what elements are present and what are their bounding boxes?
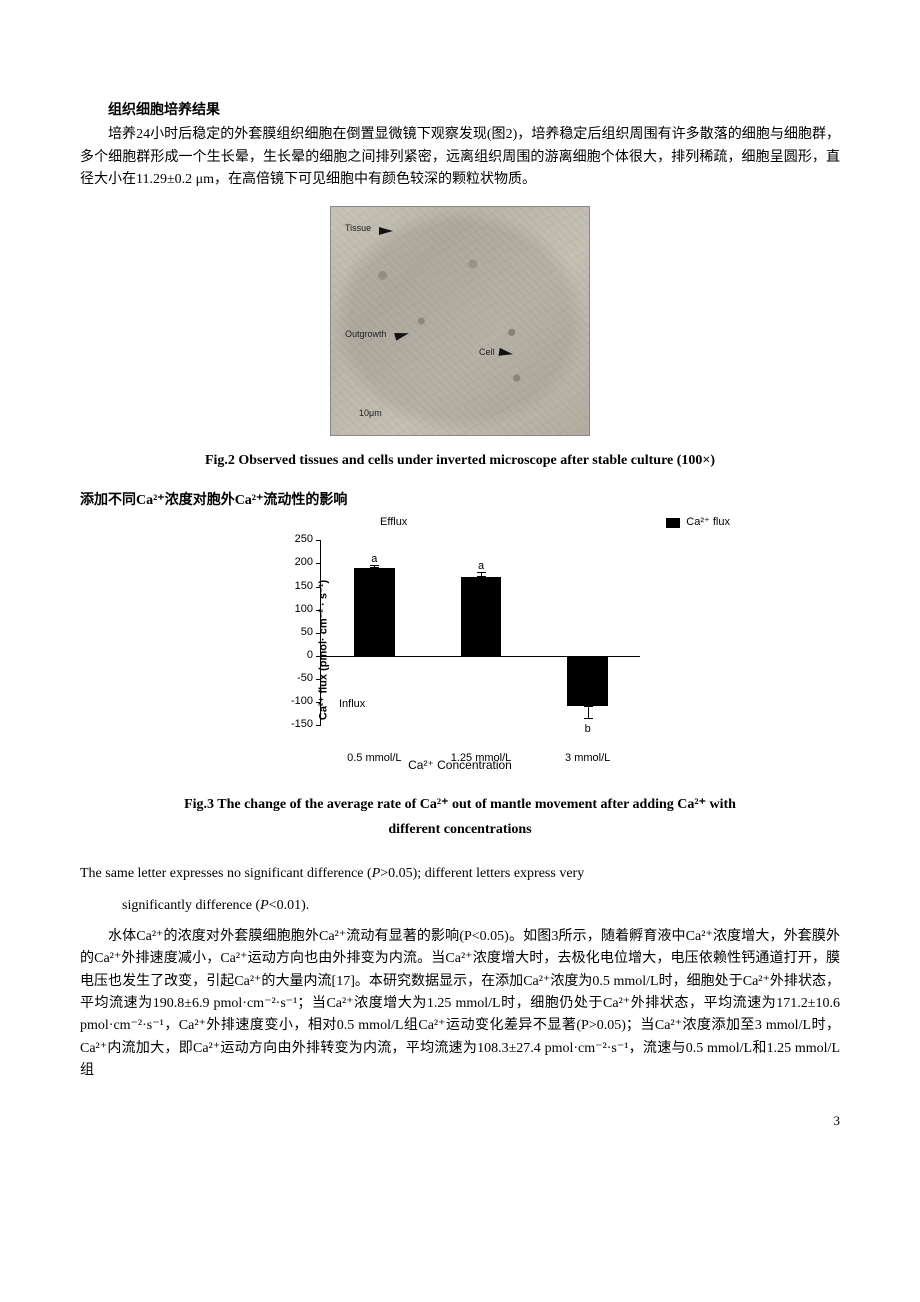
efflux-label: Efflux [380, 514, 407, 532]
significance-letter: a [371, 551, 377, 569]
microscope-image: Tissue Outgrowth Cell 10μm [330, 206, 590, 436]
y-tick-mark [316, 563, 321, 564]
plot-area: -150-100-50050100150200250a0.5 mmol/La1.… [320, 540, 640, 725]
arrow-icon [498, 347, 513, 357]
note-text: significantly difference ( [122, 898, 260, 913]
note-text: <0.01). [269, 898, 310, 913]
y-tick-label: -100 [281, 693, 321, 711]
bar-chart: Efflux Ca²⁺ flux Ca²⁺ flux (pmol· cm⁻² ·… [250, 520, 670, 780]
bar [567, 656, 608, 706]
arrow-icon [379, 227, 393, 235]
y-tick-label: -150 [281, 717, 321, 735]
y-tick-mark [316, 587, 321, 588]
y-tick-mark [316, 610, 321, 611]
tissue-label: Tissue [345, 221, 371, 235]
note-text: >0.05); different letters express very [380, 866, 584, 881]
section2-heading: 添加不同Ca²⁺浓度对胞外Ca²⁺流动性的影响 [80, 490, 840, 512]
y-tick-mark [316, 725, 321, 726]
note-p: P [260, 898, 269, 913]
y-tick-label: 150 [281, 578, 321, 596]
figure3-note-l1: The same letter expresses no significant… [80, 859, 840, 888]
y-tick-label: 100 [281, 601, 321, 619]
figure3-caption-l1: Fig.3 The change of the average rate of … [80, 794, 840, 816]
scale-label: 10μm [359, 406, 382, 420]
page-number: 3 [80, 1111, 840, 1132]
outgrowth-label: Outgrowth [345, 327, 387, 341]
section1-heading: 组织细胞培养结果 [80, 100, 840, 122]
cell-label: Cell [479, 345, 495, 359]
figure2-caption: Fig.2 Observed tissues and cells under i… [80, 450, 840, 472]
y-tick-mark [316, 540, 321, 541]
bar [354, 568, 395, 656]
legend-swatch-icon [666, 518, 680, 528]
legend-text: Ca²⁺ flux [686, 514, 730, 532]
x-axis-label: Ca²⁺ Concentration [250, 756, 670, 775]
chart-legend: Ca²⁺ flux [666, 514, 730, 532]
y-tick-label: 250 [281, 532, 321, 550]
discussion-para: 水体Ca²⁺的浓度对外套膜细胞胞外Ca²⁺流动有显著的影响(P<0.05)。如图… [80, 926, 840, 1083]
error-bar [588, 706, 589, 719]
y-tick-label: 50 [281, 624, 321, 642]
y-tick-mark [316, 679, 321, 680]
section1-para: 培养24小时后稳定的外套膜组织细胞在倒置显微镜下观察发现(图2)，培养稳定后组织… [80, 124, 840, 191]
figure3-note-l2: significantly difference (P<0.01). [80, 891, 840, 920]
significance-letter: b [585, 721, 591, 739]
figure3-caption-l2: different concentrations [80, 819, 840, 841]
note-p: P [372, 866, 381, 881]
y-tick-mark [316, 702, 321, 703]
influx-label: Influx [339, 696, 365, 714]
y-tick-label: -50 [281, 670, 321, 688]
note-text: The same letter expresses no significant… [80, 866, 372, 881]
bar [461, 577, 502, 656]
figure2-wrap: Tissue Outgrowth Cell 10μm [80, 206, 840, 436]
significance-letter: a [478, 558, 484, 576]
y-tick-label: 200 [281, 555, 321, 573]
y-tick-mark [316, 633, 321, 634]
y-tick-label: 0 [281, 647, 321, 665]
arrow-icon [394, 329, 410, 340]
